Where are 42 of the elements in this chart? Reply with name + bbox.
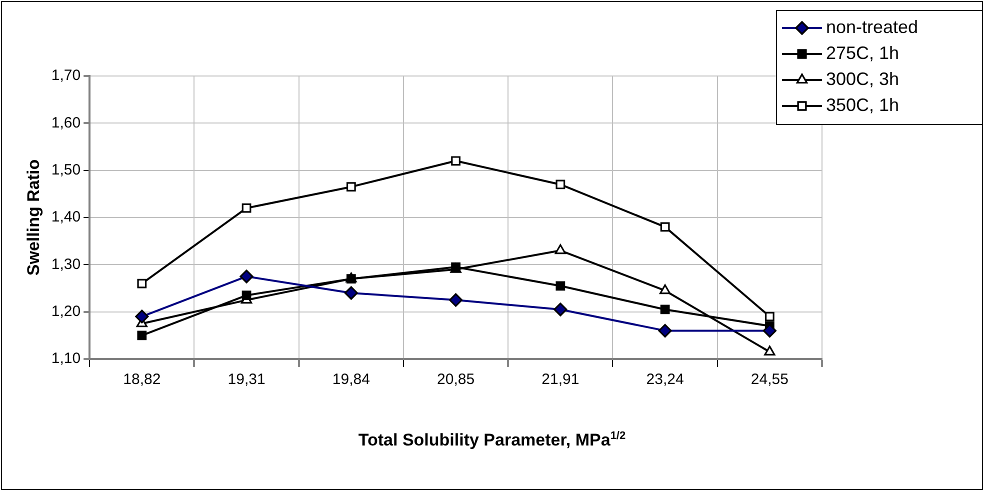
- point: [554, 302, 568, 316]
- y-tick-label: 1,10: [51, 350, 81, 368]
- legend-label: 300C, 3h: [826, 68, 900, 89]
- x-tick-label: 19,31: [228, 371, 266, 388]
- point: [448, 293, 463, 307]
- legend-label: non-treated: [826, 16, 918, 37]
- x-tick-label: 23,24: [646, 371, 684, 388]
- point: [660, 304, 670, 314]
- point: [346, 182, 356, 192]
- y-tick-label: 1,60: [51, 114, 81, 132]
- x-axis-title: Total Solubility Parameter, MPa$^{1/2}$: [357, 430, 627, 451]
- x-tick-label: 19,84: [332, 371, 370, 388]
- y-tick-label: 1,50: [51, 161, 81, 178]
- y-tick-label: 1,70: [51, 67, 81, 84]
- point: [658, 324, 672, 338]
- x-tick-label: 20,85: [437, 371, 475, 388]
- point: [346, 274, 356, 284]
- point: [135, 310, 149, 324]
- y-axis-title: Swelling Ratio: [24, 159, 43, 276]
- point: [137, 330, 147, 340]
- point: [242, 203, 252, 213]
- point: [764, 346, 776, 356]
- point: [240, 270, 254, 284]
- point: [660, 222, 670, 232]
- y-tick-label: 1,30: [51, 256, 81, 273]
- x-tick-label: 21,91: [542, 371, 580, 388]
- x-tick-label: 24,55: [750, 371, 788, 388]
- legend-label: 350C, 1h: [826, 94, 900, 115]
- point: [344, 286, 358, 300]
- point: [764, 312, 774, 322]
- y-tick-label: 1,20: [51, 302, 81, 320]
- point: [242, 290, 252, 300]
- point: [659, 284, 671, 294]
- x-tick-label: 18,82: [123, 371, 161, 388]
- point: [762, 324, 776, 338]
- y-tick-label: 1,40: [51, 208, 81, 226]
- point: [556, 180, 566, 190]
- point: [554, 244, 566, 254]
- point: [137, 278, 147, 288]
- legend-label: 275C, 1h: [826, 42, 900, 63]
- point: [556, 281, 566, 291]
- point: [451, 156, 460, 166]
